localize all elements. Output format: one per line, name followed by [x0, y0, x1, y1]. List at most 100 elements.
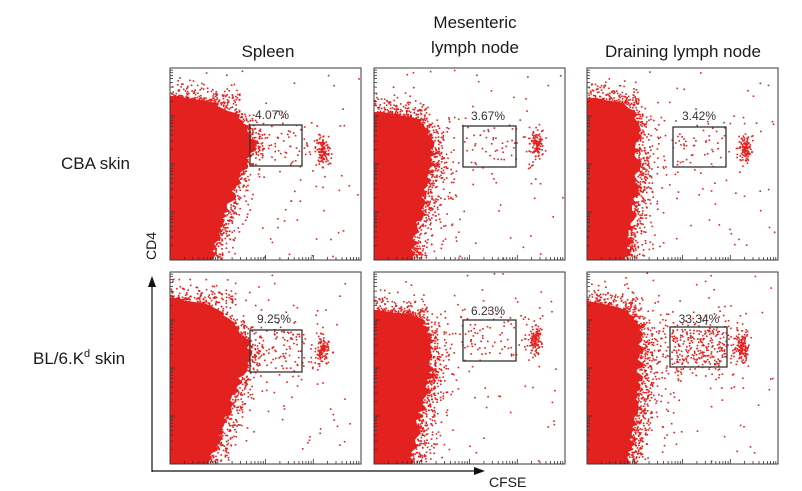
- event-dot: [422, 104, 425, 106]
- event-dot: [655, 129, 658, 131]
- event-dot: [687, 324, 689, 327]
- event-dot: [531, 146, 534, 149]
- event-dot: [503, 321, 505, 324]
- event-dot: [434, 321, 436, 324]
- event-dot: [266, 381, 268, 383]
- event-dot: [425, 410, 427, 412]
- event-dot: [391, 310, 393, 313]
- event-dot: [714, 359, 716, 362]
- event-dot: [645, 369, 647, 372]
- event-dot: [379, 305, 381, 307]
- event-dot: [422, 119, 425, 122]
- event-dot: [638, 324, 640, 326]
- event-dot: [231, 407, 234, 410]
- event-dot: [438, 143, 440, 146]
- event-dot: [635, 206, 637, 209]
- event-dot: [638, 211, 640, 213]
- event-dot: [630, 247, 632, 250]
- event-dot: [429, 200, 432, 203]
- event-dot: [721, 356, 724, 358]
- event-dot: [434, 347, 436, 350]
- event-dot: [253, 333, 256, 335]
- event-dot: [430, 333, 433, 336]
- event-dot: [414, 314, 417, 316]
- event-dot: [441, 132, 443, 135]
- event-dot: [635, 239, 637, 242]
- event-dot: [186, 292, 188, 294]
- event-dot: [646, 379, 649, 381]
- event-dot: [257, 347, 259, 350]
- event-dot: [679, 133, 681, 135]
- event-dot: [541, 342, 543, 345]
- event-dot: [254, 143, 256, 146]
- event-dot: [426, 200, 428, 203]
- event-dot: [637, 91, 639, 94]
- event-dot: [226, 234, 229, 237]
- event-dot: [292, 160, 294, 163]
- event-dot: [651, 225, 654, 228]
- event-dot: [287, 130, 290, 132]
- event-dot: [177, 80, 179, 82]
- event-dot: [534, 342, 536, 344]
- event-dot: [636, 196, 638, 198]
- event-dot: [627, 102, 630, 105]
- event-dot: [450, 197, 453, 200]
- event-dot: [636, 460, 639, 463]
- event-dot: [226, 230, 229, 233]
- event-dot: [328, 152, 330, 155]
- event-dot: [240, 332, 243, 335]
- event-dot: [643, 180, 645, 183]
- event-dot: [443, 366, 445, 369]
- event-dot: [261, 149, 264, 152]
- event-dot: [180, 86, 182, 88]
- event-dot: [639, 166, 642, 168]
- event-dot: [252, 114, 255, 116]
- event-dot: [250, 345, 252, 347]
- event-dot: [434, 166, 436, 168]
- event-dot: [221, 297, 223, 300]
- event-dot: [535, 147, 538, 149]
- event-dot: [647, 351, 649, 353]
- event-dot: [414, 107, 417, 109]
- event-dot: [486, 325, 489, 328]
- event-dot: [243, 321, 245, 324]
- event-dot: [627, 257, 629, 260]
- event-dot: [422, 419, 424, 421]
- event-dot: [422, 427, 424, 429]
- event-dot: [225, 105, 227, 107]
- event-dot: [431, 348, 434, 350]
- event-dot: [431, 198, 433, 200]
- event-dot: [433, 385, 436, 388]
- event-dot: [597, 300, 600, 303]
- event-dot: [446, 167, 449, 170]
- event-dot: [665, 336, 667, 339]
- event-dot: [650, 134, 652, 137]
- event-dot: [641, 196, 644, 199]
- event-dot: [639, 115, 642, 118]
- event-dot: [393, 99, 395, 102]
- event-dot: [540, 291, 543, 293]
- event-dot: [607, 298, 609, 300]
- event-dot: [317, 342, 320, 345]
- event-dot: [681, 323, 684, 325]
- event-dot: [343, 440, 346, 443]
- event-dot: [208, 302, 211, 304]
- event-dot: [450, 343, 453, 346]
- event-dot: [229, 413, 231, 415]
- event-dot: [674, 371, 677, 374]
- event-dot: [588, 94, 590, 97]
- event-dot: [404, 115, 407, 118]
- event-dot: [221, 429, 224, 431]
- event-dot: [231, 314, 233, 317]
- event-dot: [632, 249, 635, 251]
- event-dot: [424, 395, 426, 397]
- event-dot: [466, 137, 468, 139]
- event-dot: [219, 229, 222, 231]
- event-dot: [495, 137, 497, 139]
- event-dot: [289, 145, 292, 148]
- event-dot: [382, 309, 384, 311]
- event-dot: [433, 406, 436, 409]
- event-dot: [446, 213, 448, 215]
- event-dot: [207, 296, 210, 298]
- event-dot: [429, 418, 432, 420]
